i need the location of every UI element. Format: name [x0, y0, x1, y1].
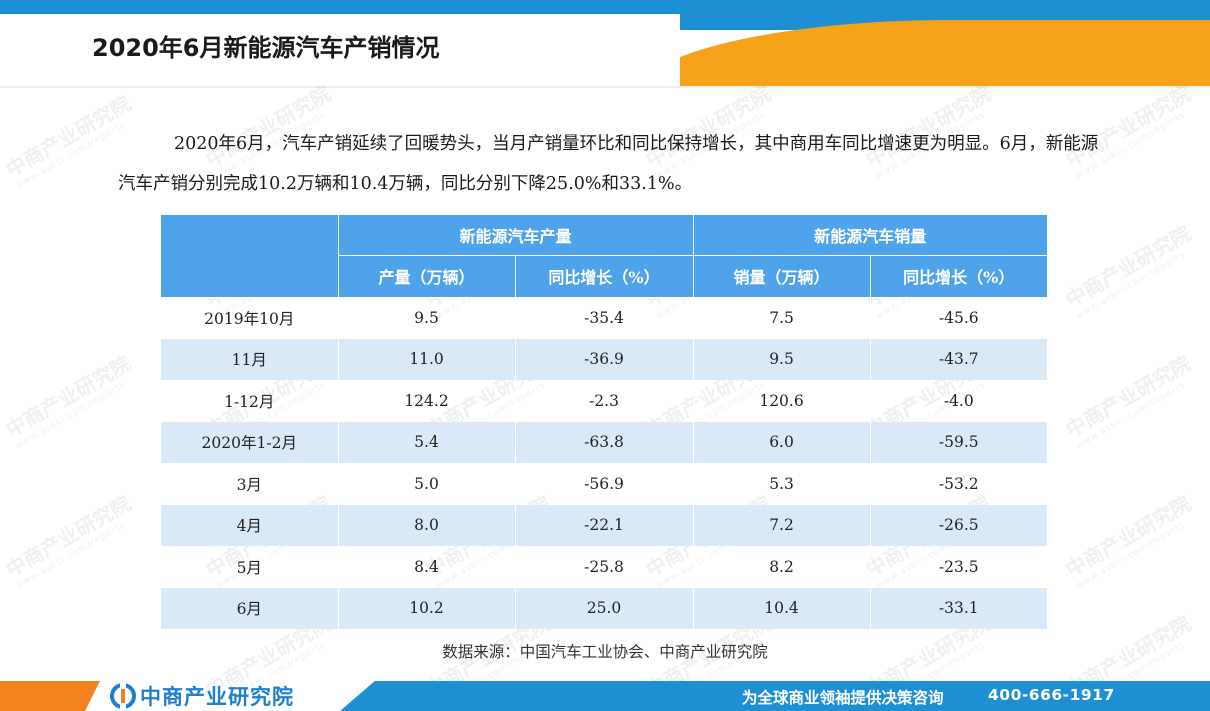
cell-sales: 5.3	[692, 463, 871, 505]
sales-volume-header: 销量（万辆）	[692, 255, 871, 298]
cell-period: 1-12月	[224, 392, 275, 411]
header-white-panel	[0, 14, 680, 88]
table-row: 2020年1-2月 5.4 -63.8 6.0 -59.5	[161, 421, 1048, 463]
data-source-note: 数据来源：中国汽车工业协会、中商产业研究院	[442, 643, 768, 661]
cell-production-yoy: -63.8	[514, 421, 694, 463]
footer-slogan: 为全球商业领袖提供决策咨询	[742, 689, 944, 707]
cell-sales: 9.5	[692, 338, 871, 380]
cell-production: 5.4	[337, 421, 515, 463]
cell-sales-yoy: -26.5	[869, 504, 1048, 546]
page-title: 2020年6月新能源汽车产销情况	[92, 34, 440, 62]
cell-production-yoy: -25.8	[514, 546, 694, 588]
cell-production: 5.0	[337, 463, 515, 505]
askci-logo-icon	[110, 683, 136, 709]
table-body: 2019年10月 9.5 -35.4 7.5 -45.6 11月 11.0 -36.9 9.5-…	[161, 297, 1048, 629]
cell-sales-yoy: -45.6	[869, 297, 1048, 339]
cell-sales-yoy: -53.2	[869, 463, 1048, 505]
table-corner-header	[161, 215, 338, 298]
cell-production-yoy: -56.9	[514, 463, 694, 505]
sales-yoy-header: 同比增长（%）	[869, 255, 1048, 298]
cell-production: 10.2	[337, 587, 515, 629]
cell-production: 8.0	[337, 504, 515, 546]
table-row: 4月 8.0 -22.1 7.2 -26.5	[161, 504, 1048, 546]
production-yoy-header: 同比增长（%）	[514, 255, 694, 298]
table-row: 5月 8.4 -25.8 8.2 -23.5	[161, 546, 1048, 588]
table-row: 3月 5.0 -56.9 5.3 -53.2	[161, 463, 1048, 505]
nev-production-sales-table: 新能源汽车产量 新能源汽车销量 产量（万辆） 同比增长（%） 销量（万辆） 同比…	[161, 215, 1048, 629]
logo-text: 中商产业研究院	[140, 685, 294, 709]
cell-sales-yoy: -33.1	[869, 587, 1048, 629]
sales-group-header: 新能源汽车销量	[692, 215, 1048, 256]
cell-period: 2020年1-2月	[161, 421, 338, 463]
cell-production-yoy: -22.1	[514, 504, 694, 546]
cell-sales-yoy: -4.0	[869, 380, 1048, 422]
footer-blue-band	[340, 681, 1210, 711]
table-row: 2019年10月 9.5 -35.4 7.5 -45.6	[161, 297, 1048, 339]
cell-sales-yoy: -59.5	[869, 421, 1048, 463]
footer-orange-band	[0, 681, 100, 711]
cell-production: 11.0	[337, 338, 515, 380]
cell-period: 3月	[236, 475, 262, 494]
cell-sales: 7.5	[692, 297, 871, 339]
table-row: 11月 11.0 -36.9 9.5 -43.7	[161, 338, 1048, 380]
company-logo: 中商产业研究院	[110, 683, 294, 709]
cell-period: 11月	[161, 338, 338, 380]
cell-sales: 120.6	[692, 380, 871, 422]
cell-period: 2019年10月	[204, 310, 295, 328]
cell-production-yoy: -2.3	[514, 380, 694, 422]
cell-production-yoy: -35.4	[514, 297, 694, 339]
cell-sales: 10.4	[692, 587, 871, 629]
table-row: 6月 10.2 25.0 10.4 -33.1	[161, 587, 1048, 629]
production-volume-header: 产量（万辆）	[337, 255, 515, 298]
cell-production-yoy: -36.9	[514, 338, 694, 380]
cell-period: 4月	[161, 504, 338, 546]
header-divider	[0, 86, 1210, 88]
page-header: 2020年6月新能源汽车产销情况	[0, 0, 1210, 88]
cell-production: 8.4	[337, 546, 515, 588]
footer-phone: 400-666-1917	[988, 686, 1115, 704]
cell-production-yoy: 25.0	[514, 587, 694, 629]
cell-sales-yoy: -43.7	[869, 338, 1048, 380]
cell-sales: 6.0	[692, 421, 871, 463]
cell-sales: 7.2	[692, 504, 871, 546]
cell-production: 124.2	[337, 380, 515, 422]
cell-sales: 8.2	[692, 546, 871, 588]
cell-sales-yoy: -23.5	[869, 546, 1048, 588]
cell-production: 9.5	[337, 297, 515, 339]
production-group-header: 新能源汽车产量	[337, 215, 694, 256]
cell-period: 5月	[236, 558, 262, 577]
header-orange-swoosh	[630, 20, 1210, 88]
page-footer: 中商产业研究院 为全球商业领袖提供决策咨询 400-666-1917	[0, 681, 1210, 711]
table-row: 1-12月 124.2 -2.3 120.6 -4.0	[161, 380, 1048, 422]
intro-paragraph: 2020年6月，汽车产销延续了回暖势头，当月产销量环比和同比保持增长，其中商用车…	[118, 134, 1099, 194]
cell-period: 6月	[161, 587, 338, 629]
